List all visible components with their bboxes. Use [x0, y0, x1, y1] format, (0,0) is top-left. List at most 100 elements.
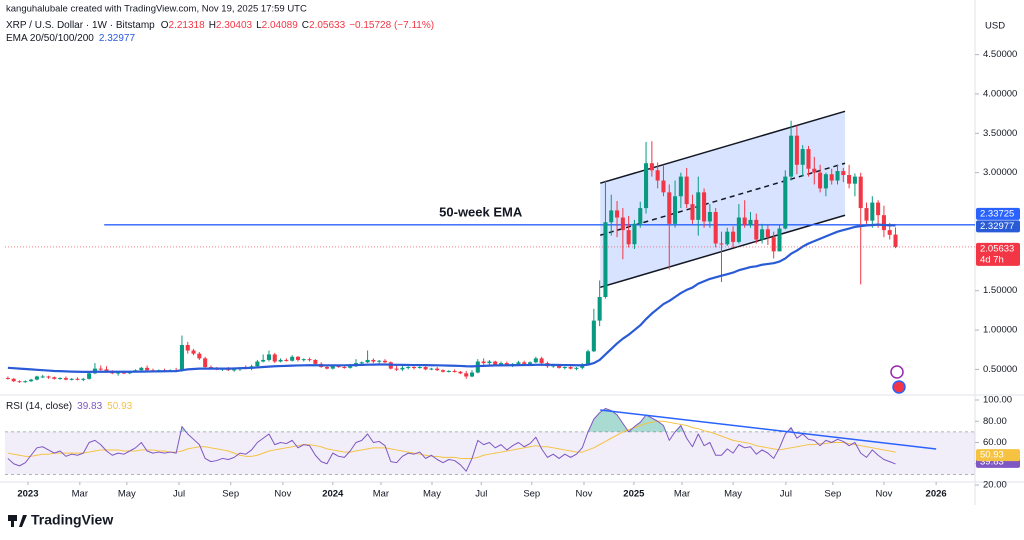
candle-body: [615, 210, 620, 218]
candle-body: [145, 367, 150, 371]
candle-body: [887, 230, 892, 235]
candle-body: [452, 370, 457, 372]
x-tick-label: Nov: [875, 489, 892, 500]
y-tick-label: 80.00: [983, 416, 1007, 427]
y-tick-label: 20.00: [983, 480, 1007, 491]
candle-body: [771, 237, 776, 252]
ohlc-label: L: [256, 20, 262, 31]
rsi-line: [7, 408, 896, 472]
x-tick-label: 2025: [623, 489, 645, 500]
candle-body: [411, 367, 417, 369]
x-tick-label: 2024: [322, 489, 344, 500]
candle-body: [290, 356, 295, 361]
candle-body: [835, 171, 840, 181]
candle-body: [417, 367, 422, 369]
x-tick-label: Nov: [274, 489, 291, 500]
candle-body: [5, 378, 10, 380]
y-tick-label: 4.00000: [983, 88, 1017, 99]
candle-body: [365, 359, 370, 363]
candle-body: [81, 378, 86, 380]
rsi-line: [7, 420, 896, 459]
ema-line: [7, 223, 896, 374]
candle-body: [620, 217, 625, 231]
candle-body: [266, 354, 271, 360]
x-tick-label: May: [423, 489, 441, 500]
candle-body: [632, 223, 637, 245]
candle-body: [185, 344, 190, 351]
candle-body: [609, 210, 614, 223]
candle-body: [812, 168, 817, 173]
candle-body: [98, 368, 103, 370]
candle-body: [522, 362, 527, 364]
candle-body: [754, 219, 759, 240]
candle-body: [829, 174, 834, 181]
candle-body: [748, 219, 753, 225]
candle-body: [493, 361, 498, 365]
currency: USD: [985, 21, 1005, 32]
x-tick-label: Sep: [523, 489, 540, 500]
ema-price-box: [976, 220, 1020, 233]
candle-body: [760, 229, 765, 240]
candle-body: [858, 176, 863, 209]
y-tick-label: 60.00: [983, 437, 1007, 448]
hline-price-box: [976, 207, 1020, 220]
candle-body: [278, 359, 283, 362]
y-tick-label: 0.50000: [983, 364, 1017, 375]
footer-logo: TradingView: [8, 512, 113, 528]
countdown: 4d 7h: [980, 254, 1004, 265]
candle-body: [603, 222, 608, 297]
candle-body: [232, 369, 237, 371]
candle-body: [400, 367, 405, 370]
candle-body: [446, 370, 451, 372]
channel-lower: [600, 214, 846, 289]
candle-body: [667, 192, 672, 224]
symbol: XRP / U.S. Dollar · 1W · Bitstamp: [6, 20, 155, 31]
candle-body: [87, 373, 92, 379]
candle-body: [533, 358, 538, 363]
candle-body: [644, 163, 649, 209]
y-tick-label: 100.00: [983, 395, 1012, 406]
y-tick-label: 1.50000: [983, 285, 1017, 296]
candle-body: [562, 367, 567, 369]
candle-body: [435, 368, 440, 371]
candle-body: [696, 192, 701, 220]
candle-body: [17, 381, 22, 383]
rsi-price: 39.83: [980, 456, 1004, 467]
brand: TradingView: [31, 512, 113, 528]
change: −0.15728 (−7.11%): [349, 20, 434, 31]
x-tick-label: 2023: [17, 489, 38, 500]
x-tick-label: Nov: [576, 489, 593, 500]
candle-body: [440, 370, 446, 372]
candle-body: [469, 372, 475, 377]
candle-body: [597, 296, 602, 321]
ohlc-value: 2.21318: [169, 20, 206, 31]
candle-body: [539, 358, 544, 364]
channel-upper: [600, 110, 846, 184]
y-tick-label: 1.00000: [983, 325, 1017, 336]
icon: [890, 365, 904, 379]
candle-body: [284, 359, 289, 361]
candle-body: [655, 170, 660, 181]
y-tick-label: 4.50000: [983, 49, 1017, 60]
last-price-box: [976, 242, 1020, 266]
candle-body: [406, 367, 411, 369]
candle-body: [29, 379, 34, 382]
candle-body: [661, 180, 666, 193]
candle-body: [783, 176, 788, 229]
ohlc-label: C: [302, 20, 309, 31]
candle-body: [713, 212, 718, 244]
candle-body: [818, 172, 823, 189]
candle-body: [568, 367, 573, 369]
candle-body: [359, 362, 364, 364]
rsi-trendline: [600, 409, 937, 450]
candle-body: [765, 229, 770, 238]
candle-body: [591, 320, 596, 352]
x-tick-label: Mar: [674, 489, 690, 500]
rsi-value: 50.93: [107, 401, 132, 412]
x-tick-label: Sep: [824, 489, 841, 500]
ohlc-label: O: [161, 20, 169, 31]
candle-body: [179, 344, 184, 371]
annotation: 50-week EMA: [439, 204, 523, 219]
candle-body: [116, 372, 121, 374]
candle-body: [191, 350, 196, 354]
